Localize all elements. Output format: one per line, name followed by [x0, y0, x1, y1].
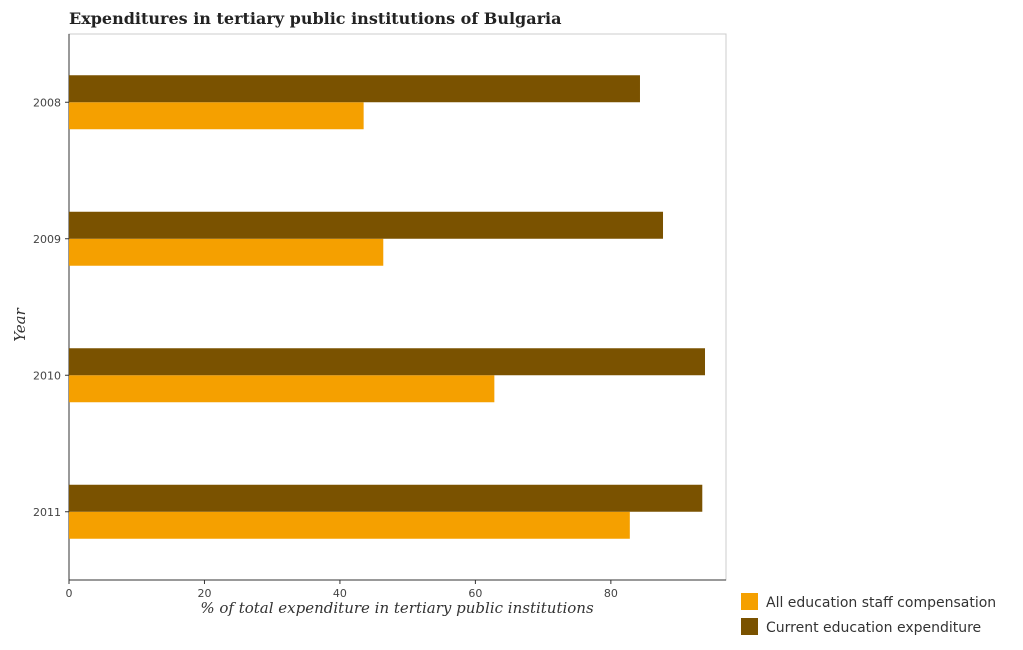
chart-title: Expenditures in tertiary public institut… [69, 9, 561, 28]
legend-label-series-1: All education staff compensation [766, 595, 996, 611]
x-tick-label: 40 [333, 587, 347, 600]
bar-2009-series-2 [69, 211, 664, 239]
y-axis-label: Year [11, 307, 29, 341]
y-tick-labels: 2008 2009 2010 2011 [33, 96, 69, 519]
x-tick-label: 0 [66, 587, 73, 600]
x-tick-label: 20 [197, 587, 211, 600]
bar-2011-series-2 [69, 484, 703, 512]
x-tick-label: 60 [468, 587, 482, 600]
bars-group [69, 75, 706, 539]
bar-2010-series-1 [69, 375, 495, 403]
y-tick-label: 2009 [33, 233, 61, 246]
legend-swatch-series-2 [741, 618, 758, 635]
y-tick-label: 2010 [33, 369, 61, 382]
bar-2008-series-1 [69, 102, 364, 130]
x-axis-label: % of total expenditure in tertiary publi… [200, 599, 594, 617]
bar-2008-series-2 [69, 75, 640, 103]
legend: All education staff compensation Current … [741, 593, 996, 636]
x-tick-label: 80 [604, 587, 618, 600]
bar-2011-series-1 [69, 511, 630, 539]
y-tick-label: 2011 [33, 506, 61, 519]
bar-2010-series-2 [69, 348, 706, 376]
x-tick-labels: 0 20 40 60 80 [66, 580, 618, 600]
y-tick-label: 2008 [33, 96, 61, 109]
legend-swatch-series-1 [741, 593, 758, 610]
legend-label-series-2: Current education expenditure [766, 620, 981, 636]
bar-2009-series-1 [69, 238, 384, 266]
